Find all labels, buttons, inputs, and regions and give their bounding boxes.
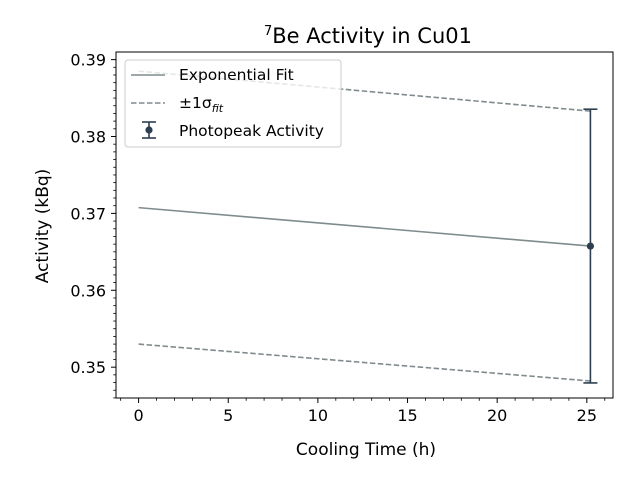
y-axis-label: Activity (kBq) [33, 169, 53, 284]
legend-sigma-subscript: fit [212, 102, 224, 115]
data-point [586, 242, 595, 250]
x-tick-label: 15 [397, 406, 417, 425]
chart-title: 7Be Activity in Cu01 [264, 24, 472, 48]
series-line-0 [138, 206, 591, 247]
legend-box [124, 59, 342, 148]
x-tick-label: 5 [223, 406, 233, 425]
ticks-layer: 0 5 10 15 20 25 0.35 0.36 0.37 0.38 0.39 [70, 51, 606, 425]
y-tick-label: 0.37 [70, 204, 106, 223]
series-line-2 [138, 343, 591, 382]
legend-sigma-label: ±1σfit [179, 94, 224, 115]
y-tick-label: 0.39 [70, 51, 106, 70]
legend-fit-label: Exponential Fit [179, 66, 294, 84]
x-tick-label: 25 [577, 406, 597, 425]
legend-sigma-prefix: ±1σ [179, 94, 212, 112]
chart-title-superscript: 7 [264, 24, 272, 39]
x-tick-label: 10 [308, 406, 328, 425]
y-tick-label: 0.35 [70, 358, 106, 377]
y-tick-label: 0.38 [70, 128, 106, 147]
axes-frame [115, 51, 614, 399]
legend-photopeak-label: Photopeak Activity [179, 122, 324, 140]
x-tick-label: 20 [487, 406, 507, 425]
legend: Exponential Fit ±1σfit Photopeak Activit… [124, 59, 342, 148]
chart-title-main: Be Activity in Cu01 [272, 24, 472, 48]
legend-photopeak-marker [145, 126, 153, 134]
y-tick-label: 0.36 [70, 281, 106, 300]
x-axis-label: Cooling Time (h) [296, 440, 436, 460]
x-tick-label: 0 [133, 406, 143, 425]
